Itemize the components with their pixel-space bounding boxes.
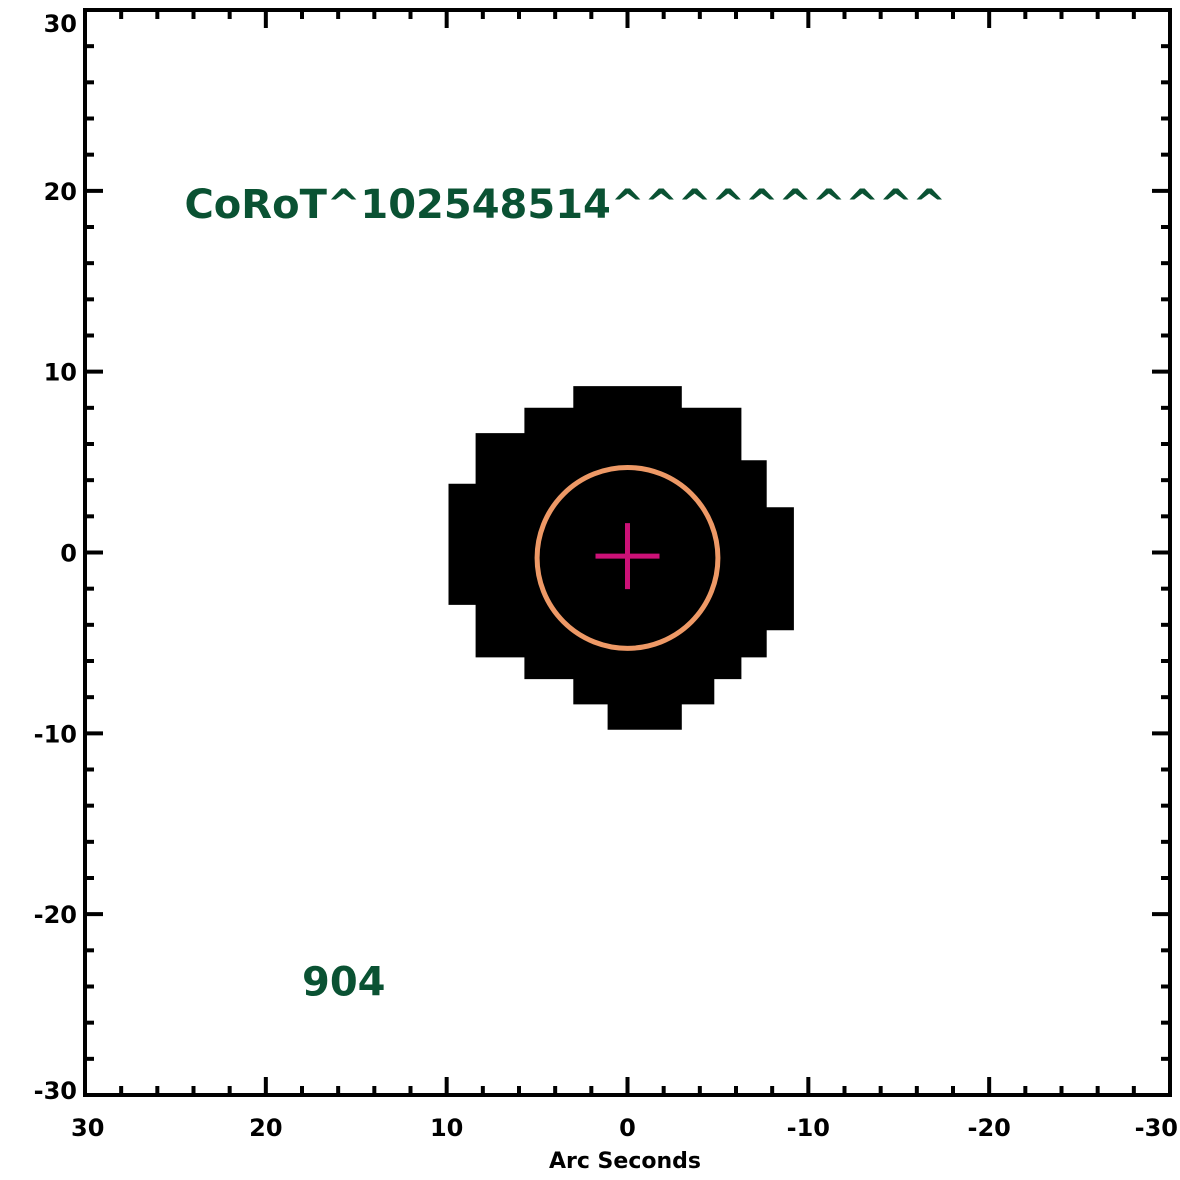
text-layer: Arc Seconds CoRoT^102548514^^^^^^^^^^ 904… — [34, 10, 1178, 1174]
x-tick-label: 30 — [71, 1114, 104, 1142]
x-tick-label: 20 — [249, 1114, 282, 1142]
axes-layer — [83, 8, 1172, 1097]
x-axis-title: Arc Seconds — [549, 1149, 701, 1174]
y-tick-label: -20 — [34, 901, 77, 929]
y-tick-label: -30 — [34, 1077, 77, 1105]
y-tick-label: -10 — [34, 720, 77, 748]
x-tick-label: -20 — [967, 1114, 1010, 1142]
x-tick-label: 10 — [430, 1114, 463, 1142]
y-tick-label: 20 — [44, 178, 77, 206]
star-id-annotation: CoRoT^102548514^^^^^^^^^^ — [184, 182, 946, 228]
x-tick-label: 0 — [619, 1114, 636, 1142]
x-tick-label: -10 — [787, 1114, 830, 1142]
target-circle — [534, 465, 721, 651]
y-tick-label: 0 — [60, 540, 77, 568]
y-tick-label: 10 — [44, 359, 77, 387]
x-tick-label: -30 — [1135, 1114, 1178, 1142]
annotation-label: 904 — [302, 960, 386, 1006]
data-layer — [448, 386, 794, 730]
y-tick-label: 30 — [44, 10, 77, 38]
